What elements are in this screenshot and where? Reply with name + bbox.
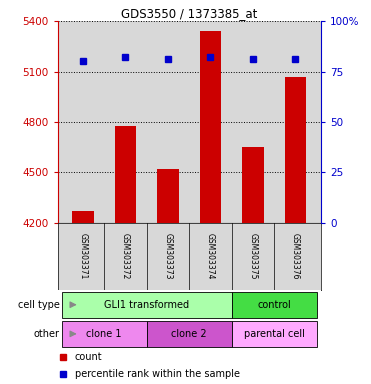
Text: GLI1 transformed: GLI1 transformed: [104, 300, 189, 310]
Text: clone 2: clone 2: [171, 329, 207, 339]
Bar: [285, 77, 306, 223]
Text: percentile rank within the sample: percentile rank within the sample: [75, 369, 240, 379]
Bar: [200, 31, 221, 223]
Text: GSM303375: GSM303375: [249, 233, 257, 280]
Bar: [242, 147, 263, 223]
Bar: [115, 126, 136, 223]
Text: parental cell: parental cell: [244, 329, 305, 339]
Text: GSM303374: GSM303374: [206, 233, 215, 280]
Bar: [62, 321, 147, 347]
Bar: [157, 169, 178, 223]
Text: GSM303372: GSM303372: [121, 233, 130, 280]
Text: other: other: [34, 329, 60, 339]
Text: GSM303371: GSM303371: [79, 233, 88, 280]
Text: GSM303376: GSM303376: [291, 233, 300, 280]
Text: control: control: [257, 300, 291, 310]
Bar: [232, 321, 317, 347]
Text: clone 1: clone 1: [86, 329, 122, 339]
Bar: [72, 211, 93, 223]
Title: GDS3550 / 1373385_at: GDS3550 / 1373385_at: [121, 7, 257, 20]
Text: count: count: [75, 352, 102, 362]
Bar: [62, 291, 232, 318]
Text: cell type: cell type: [18, 300, 60, 310]
Text: GSM303373: GSM303373: [164, 233, 173, 280]
Bar: [147, 321, 232, 347]
Bar: [232, 291, 317, 318]
